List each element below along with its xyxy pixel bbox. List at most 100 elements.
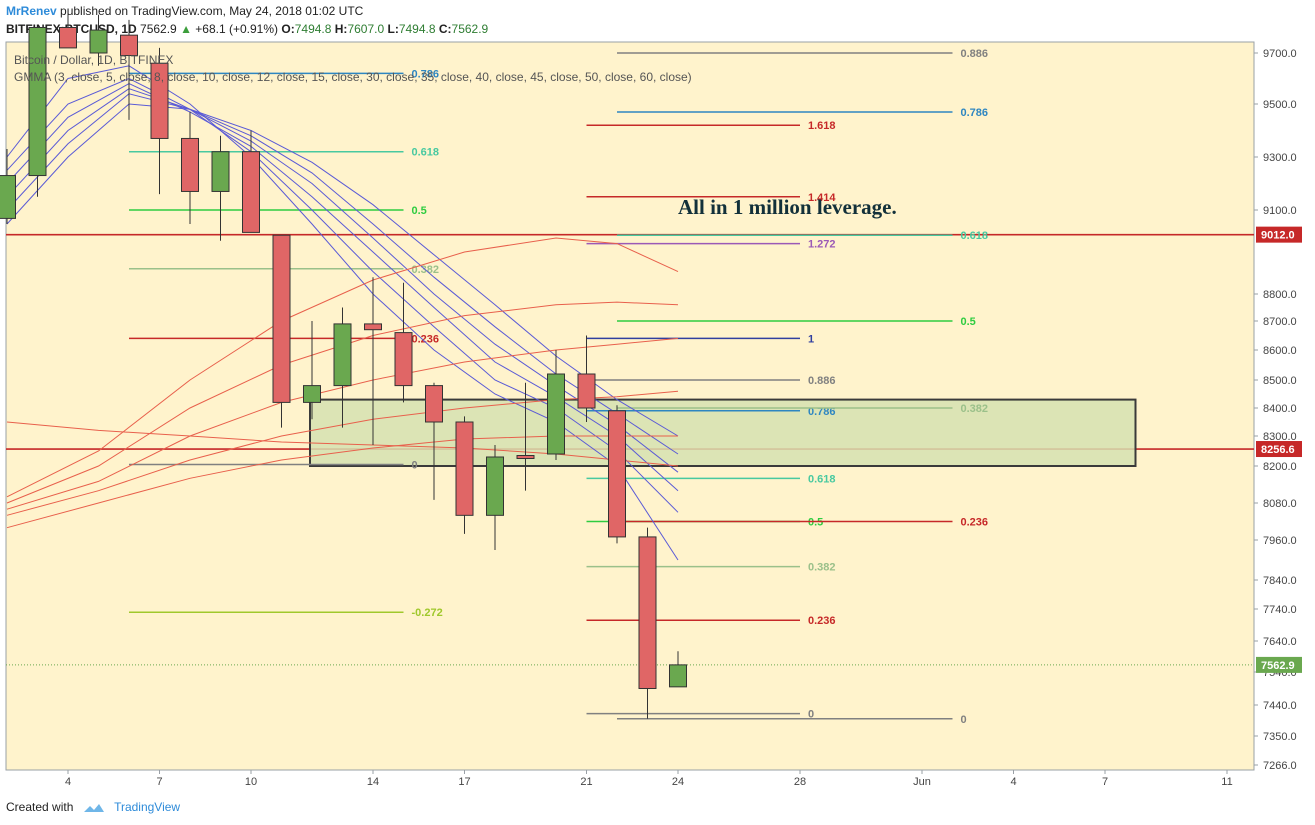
candle-body[interactable] (181, 137, 199, 192)
gmma-slow-line (6, 435, 678, 529)
fib-level-label: 0 (961, 714, 967, 726)
y-axis-tick-label: 7266.0 (1263, 760, 1297, 772)
y-axis-tick-label: 7740.0 (1263, 604, 1297, 616)
candle-body[interactable] (89, 29, 108, 54)
chart-title: Bitcoin / Dollar, 1D, BITFINEX (14, 53, 173, 67)
up-arrow-icon: ▲ (180, 22, 192, 36)
gmma-fast-line (6, 103, 679, 437)
candle-body[interactable] (364, 323, 382, 331)
price-label-box (1256, 441, 1302, 458)
fib-level-label: -0.272 (412, 607, 443, 619)
fib-level-label: 0.786 (808, 406, 836, 418)
fib-level-label: 0.786 (961, 107, 989, 119)
fib-level-label: 0 (412, 460, 418, 472)
price-label-text: 7562.9 (1261, 660, 1295, 672)
fib-level-label: 0.5 (808, 517, 823, 529)
fib-level-label: 0.236 (412, 333, 440, 345)
candle-body[interactable] (486, 456, 504, 516)
y-axis-tick-label: 7960.0 (1263, 535, 1297, 547)
candle-body[interactable] (547, 373, 565, 455)
price-label-text: 8256.6 (1261, 444, 1295, 456)
y-axis-tick-label: 8700.0 (1263, 316, 1297, 328)
x-axis-tick-label: 17 (458, 776, 470, 788)
candle-body[interactable] (28, 27, 47, 177)
price-chart[interactable]: 0.786 0.618 0.5 0.382 0.236 0 -0.272 1.618 1.414… (0, 0, 1315, 800)
leverage-annotation[interactable]: All in 1 million leverage. (678, 195, 897, 219)
fib-level-label: 0.618 (808, 473, 836, 485)
low-label: L: (387, 22, 399, 36)
y-axis-tick-label: 9500.0 (1263, 99, 1297, 111)
x-axis-tick-label: 4 (65, 776, 71, 788)
x-axis-tick-label: 4 (1010, 776, 1016, 788)
candle-body[interactable] (272, 234, 291, 403)
y-axis-tick-label: 8800.0 (1263, 289, 1297, 301)
candle-body[interactable] (425, 385, 443, 423)
fib-level-label: 0.5 (412, 205, 427, 217)
price-label-text: 9012.0 (1261, 230, 1295, 242)
candle-body[interactable] (59, 27, 77, 49)
fib-level-label: 0.236 (961, 517, 989, 529)
low-value: 7494.8 (398, 22, 436, 36)
x-axis-tick-label: Jun (913, 776, 931, 788)
fib-level-label: 0.382 (961, 403, 989, 415)
x-axis-tick-label: 14 (367, 776, 379, 788)
candle-body[interactable] (120, 34, 138, 57)
candle-body[interactable] (577, 373, 596, 409)
change-value: +68.1 (+0.91%) (195, 22, 279, 36)
candle-body[interactable] (455, 421, 474, 516)
open-label: O: (281, 22, 295, 36)
x-axis-tick-label: 10 (245, 776, 257, 788)
candle-body[interactable] (0, 175, 16, 219)
candle-body[interactable] (303, 385, 321, 403)
x-axis-tick-label: 7 (1102, 776, 1108, 788)
publish-line: MrRenev published on TradingView.com, Ma… (6, 4, 363, 18)
candle-body[interactable] (242, 151, 260, 233)
fib-level-label: 0.886 (808, 375, 836, 387)
y-axis-tick-label: 7640.0 (1263, 636, 1297, 648)
candle-body[interactable] (211, 151, 230, 192)
x-axis-tick-label: 21 (580, 776, 592, 788)
tradingview-link[interactable]: TradingView (114, 800, 181, 814)
y-axis-tick-label: 8400.0 (1263, 403, 1297, 415)
candle-body[interactable] (516, 455, 535, 459)
gmma-fast-line (6, 65, 679, 561)
y-axis-tick-label: 8300.0 (1263, 431, 1297, 443)
high-value: 7607.0 (347, 22, 385, 36)
candle-body[interactable] (333, 323, 352, 387)
y-axis-tick-label: 9100.0 (1263, 205, 1297, 217)
fib-level-label: 0.5 (961, 316, 976, 328)
open-value: 7494.8 (294, 22, 332, 36)
created-with-text: Created with (6, 800, 74, 814)
close-value: 7562.9 (451, 22, 489, 36)
candle-body[interactable] (394, 332, 413, 387)
x-axis-tick-label: 28 (794, 776, 806, 788)
last-price: 7562.9 (140, 22, 177, 36)
candle-body[interactable] (608, 410, 626, 538)
tradingview-logo-icon (83, 803, 104, 812)
gmma-fast-line (6, 83, 679, 492)
x-axis-tick-label: 24 (672, 776, 684, 788)
candle-body[interactable] (150, 62, 169, 139)
fib-level-label: 0.382 (808, 562, 836, 574)
fib-level-label: 1.618 (808, 120, 836, 132)
fib-level-label: 0.618 (961, 230, 989, 242)
gmma-fast-line (6, 77, 679, 513)
candle-body[interactable] (638, 536, 657, 690)
y-axis-tick-label: 8200.0 (1263, 461, 1297, 473)
fib-level-label: 1.272 (808, 239, 836, 251)
y-axis-tick-label: 7840.0 (1263, 575, 1297, 587)
published-text: published on TradingView.com, May 24, 20… (60, 4, 364, 18)
y-axis-tick-label: 8500.0 (1263, 375, 1297, 387)
candle-body[interactable] (669, 664, 687, 688)
fib-level-label: 0 (808, 709, 814, 721)
fib-level-label: 0.786 (412, 68, 440, 80)
y-axis-tick-label: 8080.0 (1263, 498, 1297, 510)
gmma-fast-line (6, 88, 679, 473)
price-label-box (1256, 226, 1302, 243)
footer: Created with TradingView (6, 800, 180, 814)
x-axis-tick-label: 11 (1221, 776, 1232, 788)
author-link[interactable]: MrRenev (6, 4, 57, 18)
fib-level-label: 1 (808, 333, 814, 345)
y-axis-tick-label: 8600.0 (1263, 345, 1297, 357)
fib-level-label: 0.618 (412, 147, 440, 159)
